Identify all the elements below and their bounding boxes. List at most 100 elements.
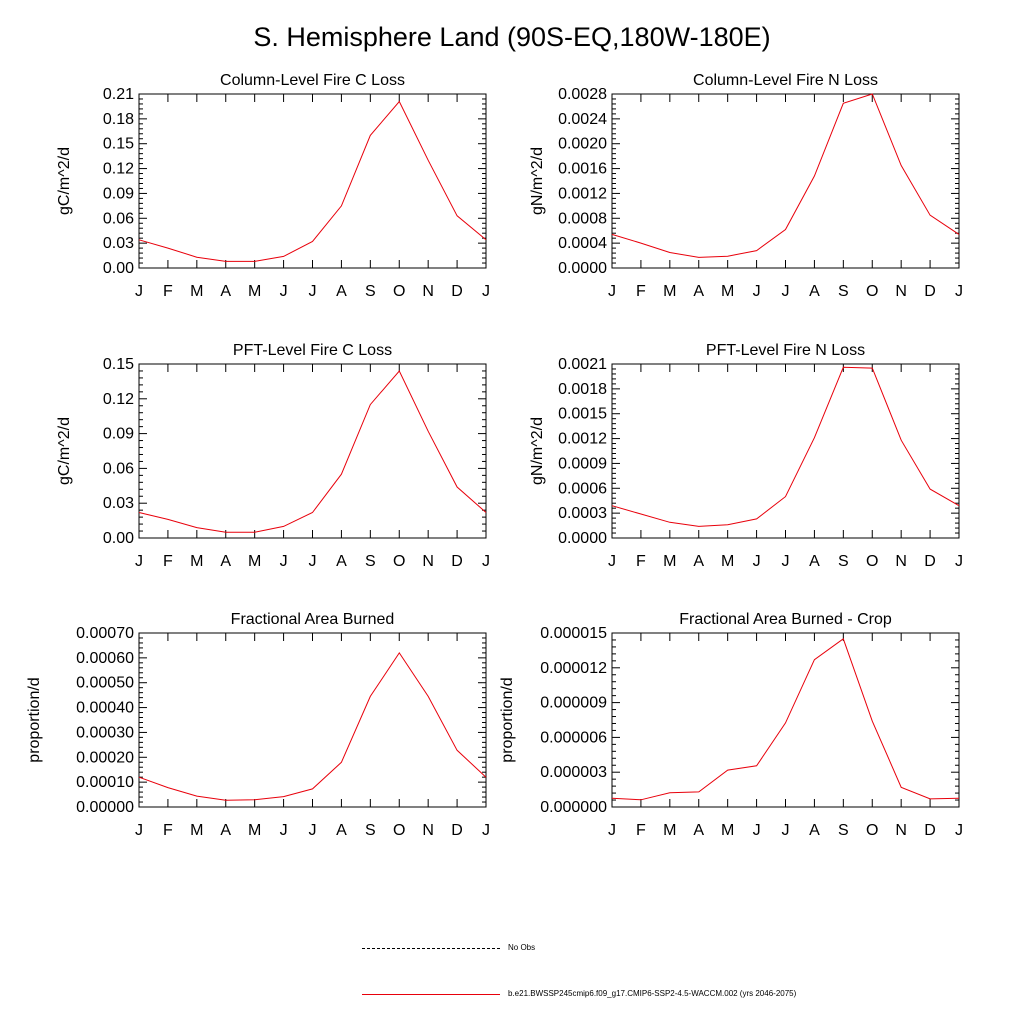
x-tick-label: M <box>248 553 261 570</box>
x-tick-label: J <box>482 822 490 839</box>
x-tick-label: N <box>422 553 434 570</box>
x-tick-label: J <box>608 553 616 570</box>
x-tick-label: F <box>636 553 646 570</box>
y-tick-label: 0.00030 <box>76 724 134 741</box>
y-tick-label: 0.0006 <box>558 480 607 497</box>
y-tick-label: 0.000009 <box>540 695 607 712</box>
panel-title: Column-Level Fire C Loss <box>220 72 405 89</box>
x-tick-label: J <box>753 553 761 570</box>
y-tick-label: 0.0000 <box>558 530 607 547</box>
y-axis-label: proportion/d <box>499 677 516 762</box>
x-tick-label: J <box>782 283 790 300</box>
x-tick-label: O <box>393 283 405 300</box>
x-tick-label: S <box>365 553 376 570</box>
panel-pft-level-fire-c-loss: PFT-Level Fire C Loss gC/m^2/d 0.00 0.03 0.0… <box>56 342 490 570</box>
x-tick-label: D <box>924 553 936 570</box>
x-tick-label: J <box>482 283 490 300</box>
y-tick-label: 0.000000 <box>540 799 607 816</box>
panel-pft-level-fire-n-loss: PFT-Level Fire N Loss gN/m^2/d 0.0000 0.000… <box>529 342 963 570</box>
y-axis-label: gC/m^2/d <box>56 417 73 485</box>
x-tick-label: A <box>220 283 231 300</box>
x-tick-label: O <box>866 283 878 300</box>
x-tick-label: J <box>280 283 288 300</box>
x-tick-label: D <box>451 822 463 839</box>
y-tick-label: 0.00060 <box>76 650 134 667</box>
x-tick-label: N <box>895 822 907 839</box>
y-tick-label: 0.0008 <box>558 210 607 227</box>
x-tick-label: N <box>895 553 907 570</box>
x-tick-label: A <box>336 553 347 570</box>
x-tick-label: S <box>838 553 849 570</box>
x-tick-label: J <box>753 283 761 300</box>
y-tick-label: 0.03 <box>103 235 134 252</box>
x-tick-label: N <box>895 283 907 300</box>
x-tick-label: F <box>163 553 173 570</box>
x-tick-label: F <box>163 822 173 839</box>
y-tick-label: 0.00 <box>103 260 134 277</box>
x-tick-label: M <box>190 822 203 839</box>
panel-title: Column-Level Fire N Loss <box>693 72 878 89</box>
x-tick-label: M <box>721 822 734 839</box>
legend-swatch-solid <box>362 994 500 995</box>
y-tick-label: 0.00070 <box>76 625 134 642</box>
x-tick-label: M <box>190 283 203 300</box>
y-tick-label: 0.21 <box>103 86 134 103</box>
series-line <box>611 366 960 527</box>
y-axis-label: gN/m^2/d <box>529 147 546 215</box>
x-tick-label: M <box>663 553 676 570</box>
y-tick-label: 0.000015 <box>540 625 607 642</box>
x-tick-label: M <box>248 822 261 839</box>
y-tick-label: 0.0004 <box>558 235 607 252</box>
y-tick-label: 0.000003 <box>540 764 607 781</box>
x-tick-label: O <box>393 822 405 839</box>
x-tick-label: D <box>924 822 936 839</box>
panel-title: PFT-Level Fire N Loss <box>706 342 865 359</box>
y-tick-label: 0.0012 <box>558 431 607 448</box>
y-tick-label: 0.00000 <box>76 799 134 816</box>
panel-column-level-fire-n-loss: Column-Level Fire N Loss gN/m^2/d 0.0000 0.… <box>529 72 963 300</box>
x-tick-label: J <box>135 553 143 570</box>
x-tick-label: A <box>220 553 231 570</box>
x-tick-label: J <box>309 822 317 839</box>
x-tick-label: D <box>451 283 463 300</box>
y-tick-label: 0.18 <box>103 111 134 128</box>
y-tick-label: 0.0028 <box>558 86 607 103</box>
y-tick-label: 0.15 <box>103 356 134 373</box>
x-tick-label: O <box>393 553 405 570</box>
y-tick-label: 0.03 <box>103 495 134 512</box>
x-tick-label: J <box>608 822 616 839</box>
plot-frame <box>611 632 960 808</box>
x-tick-label: A <box>336 822 347 839</box>
x-tick-label: O <box>866 553 878 570</box>
x-tick-label: J <box>482 553 490 570</box>
legend-label: b.e21.BWSSP245cmip6.f09_g17.CMIP6-SSP2-4… <box>508 989 797 998</box>
plot-frame <box>611 93 960 269</box>
x-tick-label: F <box>636 822 646 839</box>
y-tick-label: 0.06 <box>103 460 134 477</box>
y-tick-label: 0.000006 <box>540 729 607 746</box>
x-tick-label: J <box>955 283 963 300</box>
y-axis-label: gC/m^2/d <box>56 147 73 215</box>
page-title: S. Hemisphere Land (90S-EQ,180W-180E) <box>253 22 771 52</box>
y-tick-label: 0.06 <box>103 210 134 227</box>
panel-title: PFT-Level Fire C Loss <box>233 342 392 359</box>
x-tick-label: J <box>135 283 143 300</box>
series-line <box>611 93 960 258</box>
x-tick-label: J <box>955 553 963 570</box>
y-tick-label: 0.00020 <box>76 749 134 766</box>
x-tick-label: S <box>365 822 376 839</box>
y-tick-label: 0.0000 <box>558 260 607 277</box>
x-tick-label: J <box>608 283 616 300</box>
legend-swatch-dashed <box>362 948 500 949</box>
x-tick-label: N <box>422 822 434 839</box>
x-tick-label: A <box>809 553 820 570</box>
x-tick-label: J <box>309 283 317 300</box>
x-tick-label: D <box>924 283 936 300</box>
y-tick-label: 0.00 <box>103 530 134 547</box>
x-tick-label: F <box>636 283 646 300</box>
x-tick-label: J <box>135 822 143 839</box>
y-tick-label: 0.12 <box>103 161 134 178</box>
y-tick-label: 0.12 <box>103 391 134 408</box>
series-line <box>138 370 487 533</box>
x-tick-label: M <box>721 283 734 300</box>
